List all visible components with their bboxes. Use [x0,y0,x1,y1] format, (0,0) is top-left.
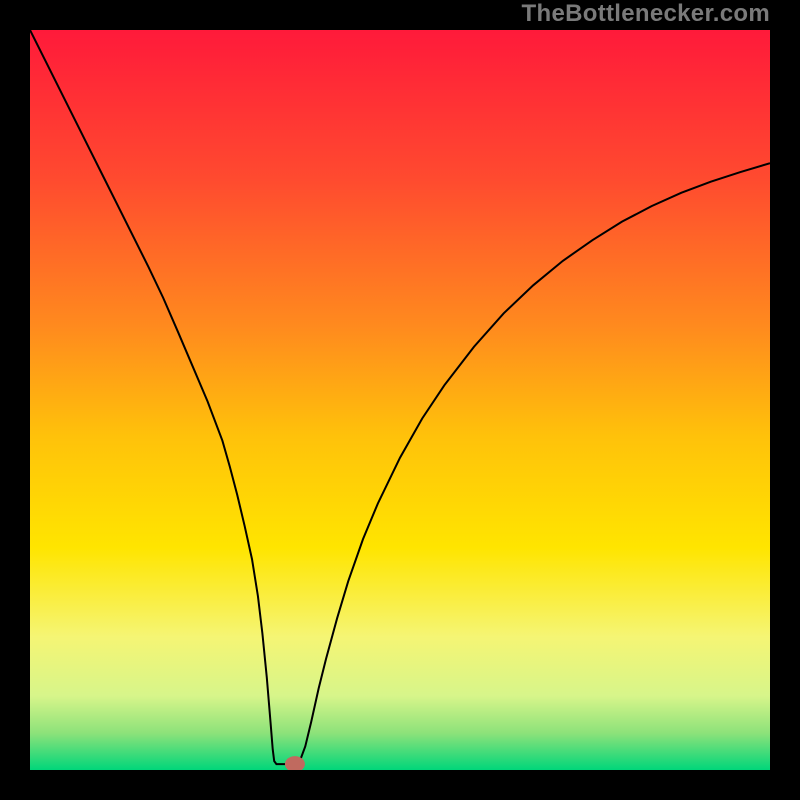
plot-area [30,30,770,770]
chart-svg [30,30,770,770]
watermark-text: TheBottlenecker.com [522,0,770,28]
chart-background [30,30,770,770]
